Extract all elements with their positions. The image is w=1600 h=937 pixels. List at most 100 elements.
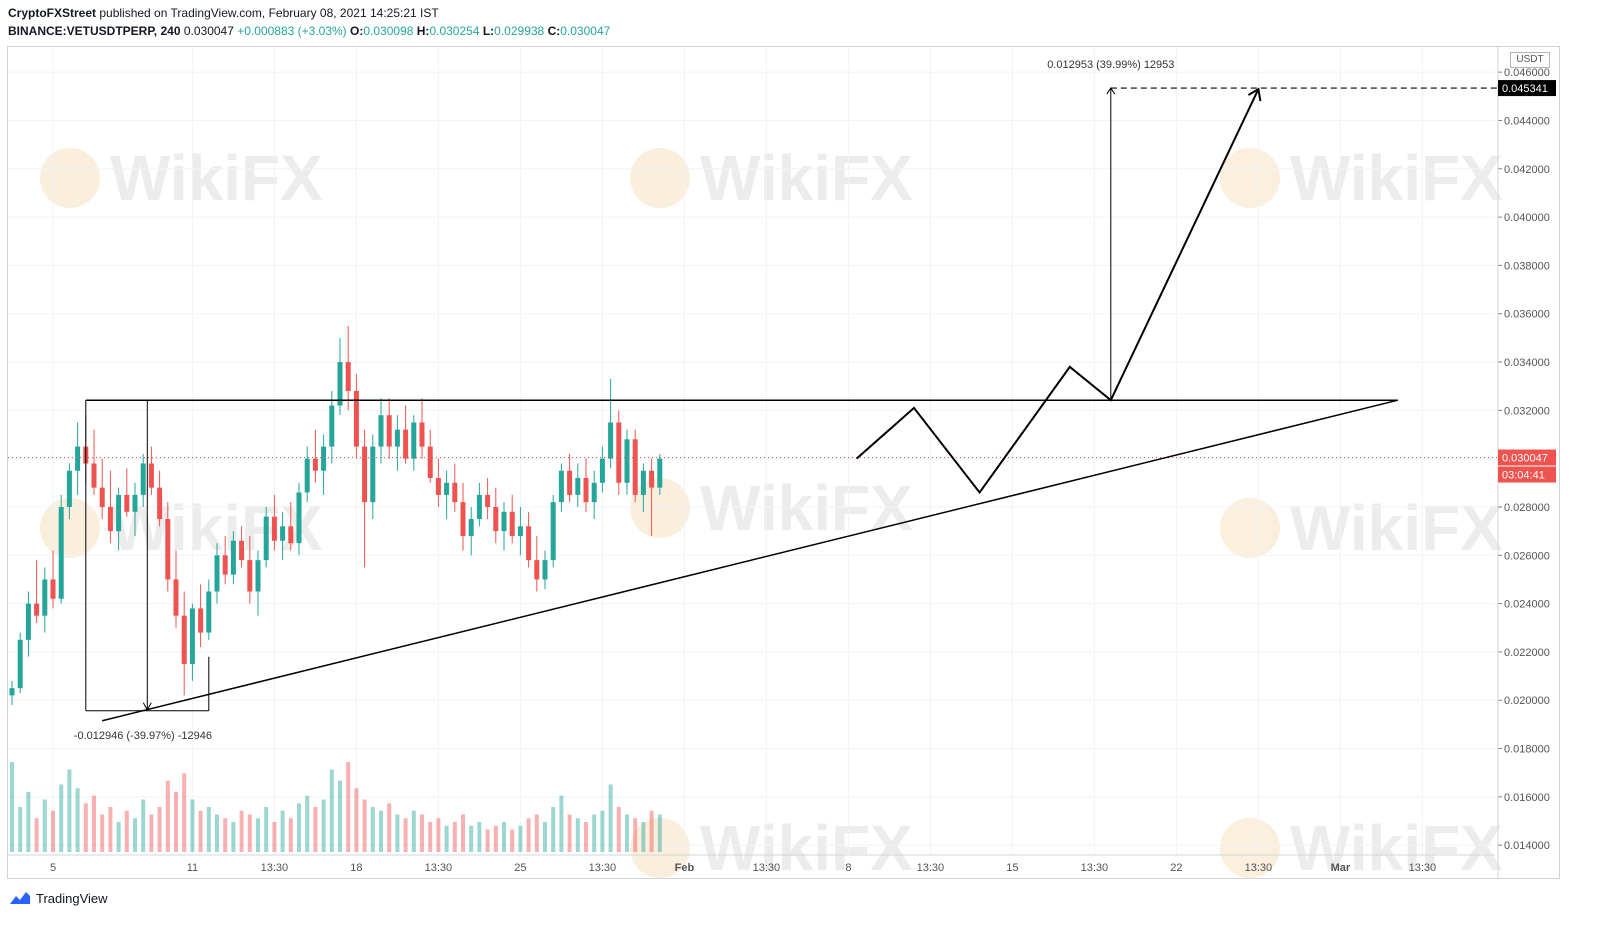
candle-body: [468, 519, 474, 536]
volume-bar: [403, 818, 408, 852]
candle-body: [181, 615, 187, 664]
volume-bar: [625, 814, 629, 852]
candle-body: [91, 463, 97, 488]
candle-body: [17, 639, 23, 689]
volume-bar: [288, 818, 293, 852]
y-tick-label: 0.014000: [1504, 840, 1550, 852]
volume-bar: [100, 814, 105, 852]
volume-bar: [321, 799, 326, 852]
footer: TradingView: [8, 890, 108, 906]
candle-body: [485, 494, 491, 507]
chart-header: CryptoFXStreet published on TradingView.…: [8, 4, 610, 40]
grid-lines: [8, 48, 1495, 855]
symbol-label[interactable]: BINANCE:VETUSDTPERP, 240: [8, 24, 181, 38]
y-tick-label: 0.036000: [1504, 309, 1550, 321]
volume-bar: [559, 795, 564, 852]
candle-body: [9, 688, 15, 696]
chart-pane[interactable]: [7, 46, 1560, 879]
volume-bar: [26, 792, 31, 852]
currency-badge[interactable]: USDT: [1510, 52, 1550, 68]
watermark-logo-icon: [1220, 818, 1280, 878]
low-value: 0.029938: [494, 24, 545, 38]
y-tick-label: 0.044000: [1504, 115, 1550, 127]
watermark-text: WikiFX: [1290, 142, 1503, 214]
volume-bar: [608, 784, 613, 852]
y-tick-label: 0.024000: [1504, 599, 1550, 611]
volume-bar: [231, 822, 236, 852]
watermark: WikiFX: [630, 812, 913, 884]
candle-body: [116, 494, 122, 532]
volume-bar: [502, 822, 506, 852]
volume-bar: [600, 810, 605, 852]
volume-bar: [124, 810, 129, 852]
candle-body: [460, 502, 466, 536]
candle-body: [542, 560, 548, 580]
volume-bar: [313, 807, 318, 852]
watermark-logo-icon: [1220, 498, 1280, 558]
volume-bar: [428, 822, 433, 852]
volume-bar: [75, 788, 80, 852]
tradingview-brand[interactable]: TradingView: [36, 890, 108, 906]
publish-line: CryptoFXStreet published on TradingView.…: [8, 4, 610, 22]
projection-path: [855, 88, 1260, 495]
price-change: +0.000883 (+3.03%): [237, 24, 347, 38]
candle-body: [304, 458, 310, 493]
volume-bar: [272, 822, 277, 852]
candle-body: [509, 511, 515, 536]
watermark-logo-icon: [40, 148, 100, 208]
volume-bar: [534, 814, 539, 852]
candle-body: [599, 458, 605, 483]
candle-body: [435, 477, 441, 495]
volume-bar: [575, 818, 580, 852]
volume-bar: [657, 814, 662, 852]
low-label: L:: [482, 24, 495, 38]
x-tick-label: Mar: [1331, 862, 1351, 874]
candle-body: [296, 492, 302, 544]
volume-bar: [444, 825, 449, 852]
volume-bar: [157, 807, 162, 852]
volume-bar: [411, 810, 416, 852]
volume-bar: [42, 799, 47, 852]
x-tick-label: 15: [1006, 862, 1018, 874]
candle-body: [206, 591, 212, 633]
volume-bar: [387, 803, 392, 852]
candle-body: [271, 516, 277, 541]
candle-body: [362, 446, 368, 503]
y-tick-label: 0.034000: [1504, 357, 1550, 369]
candle-body: [567, 470, 573, 495]
price-labels: 0.045341 0.030047 03:04:41: [1498, 80, 1556, 483]
candle-body: [247, 560, 253, 592]
volume-bar: [641, 822, 646, 852]
y-tick-label: 0.020000: [1504, 695, 1550, 707]
candle-body: [394, 429, 400, 447]
watermark-logo-icon: [40, 498, 100, 558]
measure-arrow-down-head: [142, 702, 152, 711]
volume-bar: [452, 822, 457, 852]
volume-bar: [280, 810, 285, 852]
x-tick-label: Feb: [675, 862, 695, 874]
candle-body: [583, 477, 589, 503]
last-price: 0.030047: [183, 24, 234, 38]
candle-body: [263, 516, 269, 561]
current-price-label-bg: [1498, 449, 1556, 466]
watermark-logo-icon: [1220, 148, 1280, 208]
candle-body: [608, 422, 614, 459]
close-label: C:: [547, 24, 561, 38]
x-tick-label: 11: [187, 862, 198, 874]
volume-bar: [256, 818, 260, 852]
watermark-layer: WikiFX WikiFX WikiFX WikiFX WikiFX WikiFX Wiki…: [40, 142, 1503, 884]
volume-bar: [616, 807, 621, 852]
candle-body: [189, 608, 195, 664]
candle-body: [419, 422, 425, 447]
candle-body: [534, 560, 540, 580]
publisher-name[interactable]: CryptoFXStreet: [8, 6, 97, 20]
candle-body: [173, 579, 179, 616]
volume-bar: [116, 822, 121, 852]
watermark-text: WikiFX: [700, 472, 913, 544]
tradingview-logo-icon[interactable]: [8, 890, 32, 906]
volume-bar: [165, 780, 170, 852]
candle-body: [337, 362, 343, 406]
volume-bar: [34, 818, 39, 852]
watermark-text: WikiFX: [700, 142, 913, 214]
